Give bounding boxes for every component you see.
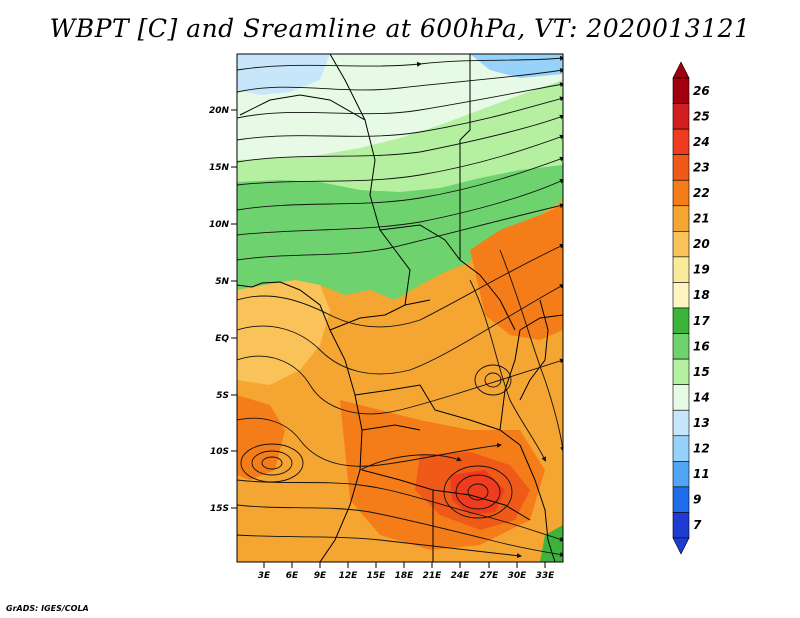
lat-label-20n: 20N bbox=[209, 106, 230, 116]
colorbar-cell bbox=[672, 384, 690, 411]
streamlines bbox=[237, 55, 563, 559]
colorbar-level-label: 18 bbox=[693, 288, 710, 302]
map-frame bbox=[236, 53, 564, 563]
colorbar-cell bbox=[672, 128, 690, 155]
colorbar-level-label: 20 bbox=[693, 237, 710, 251]
lon-label-33e: 33E bbox=[536, 571, 556, 581]
colorbar-cell bbox=[672, 103, 690, 130]
colorbar-level-label: 17 bbox=[693, 314, 710, 328]
colorbar-bottom-arrow bbox=[672, 537, 690, 555]
vortex-west bbox=[240, 443, 304, 483]
colorbar-cell bbox=[672, 409, 690, 437]
colorbar-cell bbox=[672, 333, 690, 360]
colorbar-level-label: 14 bbox=[693, 390, 710, 404]
colorbar-level-label: 23 bbox=[693, 160, 710, 174]
colorbar-level-label: 12 bbox=[693, 442, 710, 456]
colorbar-level-label: 9 bbox=[693, 493, 701, 507]
colorbar: 26 25 24 23 22 21 20 19 18 17 16 15 14 13 12 11 9 7 bbox=[672, 61, 710, 555]
lon-label-27e: 27E bbox=[480, 571, 500, 581]
colorbar-cell bbox=[672, 461, 690, 488]
lat-label-eq: EQ bbox=[215, 334, 229, 344]
colorbar-level-label: 13 bbox=[693, 416, 710, 430]
lon-axis: 3E 6E 9E 12E 15E 18E 21E 24E 27E 30E 33E bbox=[258, 562, 555, 581]
lon-label-18e: 18E bbox=[395, 571, 415, 581]
lat-label-10n: 10N bbox=[209, 220, 230, 230]
colorbar-cell bbox=[672, 231, 690, 258]
colorbar-cell bbox=[672, 486, 690, 513]
colorbar-level-label: 16 bbox=[693, 339, 710, 353]
colorbar-level-label: 25 bbox=[693, 109, 710, 123]
lon-label-30e: 30E bbox=[508, 571, 528, 581]
colorbar-cell bbox=[672, 154, 690, 181]
colorbar-cell bbox=[672, 307, 690, 334]
colorbar-level-label: 11 bbox=[693, 467, 710, 481]
colorbar-cell bbox=[672, 358, 690, 385]
colorbar-level-label: 7 bbox=[693, 518, 702, 532]
colorbar-cell bbox=[672, 179, 690, 207]
colorbar-cell bbox=[672, 77, 690, 104]
lon-label-15e: 15E bbox=[367, 571, 387, 581]
map-panel bbox=[237, 54, 563, 562]
lon-label-24e: 24E bbox=[451, 571, 471, 581]
lat-axis: 20N 15N 10N 5N EQ 5S 10S 15S bbox=[209, 106, 237, 514]
lon-label-9e: 9E bbox=[314, 571, 327, 581]
colorbar-cell bbox=[672, 256, 690, 283]
colorbar-cell bbox=[672, 512, 690, 539]
vortex-east bbox=[474, 364, 512, 396]
chart-title: WBPT [C] and Sreamline at 600hPa, VT: 20… bbox=[49, 14, 751, 43]
colorbar-level-label: 19 bbox=[693, 263, 710, 277]
colorbar-cell bbox=[672, 435, 690, 462]
lon-label-3e: 3E bbox=[258, 571, 271, 581]
lat-label-15s: 15S bbox=[210, 504, 229, 514]
colorbar-level-label: 21 bbox=[693, 212, 710, 226]
vortex-southeast bbox=[443, 465, 513, 519]
lon-label-6e: 6E bbox=[286, 571, 299, 581]
colorbar-level-label: 22 bbox=[693, 186, 710, 200]
lat-label-15n: 15N bbox=[209, 163, 230, 173]
lon-label-12e: 12E bbox=[339, 571, 359, 581]
lat-label-5s: 5S bbox=[216, 391, 229, 401]
footer-credit: GrADS: IGES/COLA bbox=[6, 604, 89, 613]
colorbar-level-label: 15 bbox=[693, 365, 710, 379]
colorbar-level-label: 26 bbox=[693, 84, 710, 98]
colorbar-level-label: 24 bbox=[693, 135, 710, 149]
lon-label-21e: 21E bbox=[423, 571, 443, 581]
lat-label-10s: 10S bbox=[210, 447, 229, 457]
colorbar-cell bbox=[672, 205, 690, 232]
colorbar-cell bbox=[672, 282, 690, 309]
colorbar-top-arrow bbox=[672, 61, 690, 79]
lat-label-5n: 5N bbox=[215, 277, 229, 287]
